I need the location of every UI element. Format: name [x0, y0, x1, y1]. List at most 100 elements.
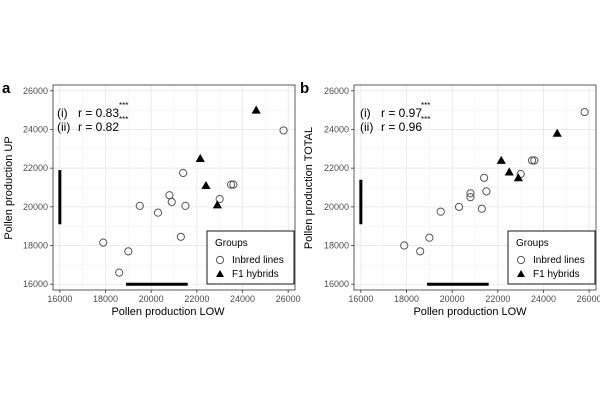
inbred-line-point — [215, 195, 224, 204]
x-tick-label: 26000 — [577, 294, 600, 304]
f1-hybrid-point — [251, 105, 261, 114]
panel-b-annotation-1: (i) r = 0.97 — [360, 106, 422, 120]
inbred-line-point — [466, 189, 475, 198]
inbred-line-point — [530, 156, 539, 165]
y-tick-label: 20000 — [324, 202, 349, 212]
panel-b-annotation-1-label: (i) — [360, 106, 371, 120]
panel-b-legend: Groups Inbred lines F1 hybrids — [507, 230, 596, 285]
f1-hybrid-point — [552, 128, 562, 137]
panel-b-annotation-1-text: r = 0.97 — [381, 106, 422, 120]
x-tick-label: 20000 — [440, 294, 465, 304]
inbred-line-point — [176, 232, 185, 241]
inbred-line-point — [482, 187, 491, 196]
y-tick-label: 16000 — [23, 279, 48, 289]
y-tick-label: 26000 — [324, 86, 349, 96]
x-tick-label: 16000 — [348, 294, 373, 304]
inbred-line-point — [179, 168, 188, 178]
panel-a-annotation-2-label: (ii) — [57, 120, 70, 134]
panel-b-annotation-1-stars: *** — [421, 101, 430, 110]
panel-a-annotation-2-text: r = 0.82 — [78, 120, 119, 134]
panel-a-label: a — [2, 80, 11, 97]
inbred-line-point — [480, 173, 489, 182]
inbred-line-point — [416, 247, 425, 256]
inbred-line-point — [425, 233, 434, 242]
x-tick-label: 18000 — [93, 294, 118, 304]
panel-a-range-bars — [58, 170, 188, 286]
panel-b-annotation-2-stars: *** — [421, 115, 430, 124]
panel-a-legend-f1-marker — [216, 270, 224, 277]
inbred-line-point — [115, 268, 124, 277]
y-tick-label: 22000 — [324, 163, 349, 173]
inbred-line-point — [181, 201, 190, 210]
panel-b-legend-f1-marker — [517, 270, 525, 277]
panel-a-y-axis-title: Pollen production UP — [3, 136, 15, 239]
x-tick-label: 20000 — [139, 294, 164, 304]
f1-hybrid-point — [201, 180, 211, 190]
panel-a-annotation-1-label: (i) — [57, 106, 68, 120]
panel-b-y-axis-title: Pollen production TOTAL — [303, 127, 315, 249]
panel-b-annotation-2-label: (ii) — [360, 120, 373, 134]
panel-a-points — [99, 105, 288, 277]
y-tick-label: 24000 — [324, 124, 349, 134]
panel-b: b 16000 18000 20000 22000 24000 26000 16000 180… — [300, 80, 600, 318]
inbred-line-point — [167, 197, 176, 207]
y-tick-label: 16000 — [324, 279, 349, 289]
y-tick-label: 22000 — [23, 163, 48, 173]
panel-b-ticks: 16000 18000 20000 22000 24000 26000 16000 18000… — [324, 86, 600, 304]
x-tick-label: 16000 — [47, 294, 72, 304]
f1-hybrid-point — [195, 153, 205, 162]
panel-b-x-axis-title: Pollen production LOW — [413, 306, 527, 318]
y-tick-label: 20000 — [23, 202, 48, 212]
f1-hybrid-point — [504, 167, 514, 176]
panel-a-annotation-2: (ii) r = 0.82 — [57, 120, 119, 134]
x-tick-label: 18000 — [394, 294, 419, 304]
panel-a-ticks: 16000 18000 20000 22000 24000 26000 16000 18000… — [23, 86, 301, 304]
inbred-line-point — [466, 193, 475, 202]
x-tick-label: 24000 — [531, 294, 556, 304]
inbred-line-point — [135, 201, 144, 210]
x-tick-label: 24000 — [230, 294, 255, 304]
panel-b-legend-f1-label: F1 hybrids — [533, 269, 580, 280]
f1-hybrid-point — [496, 155, 506, 164]
inbred-line-point — [124, 247, 133, 256]
y-tick-label: 24000 — [23, 124, 48, 134]
panel-a-frame — [52, 84, 296, 291]
panel-a-annotation-1-stars: *** — [119, 101, 128, 110]
x-tick-label: 26000 — [276, 294, 301, 304]
panel-b-annotation-2: (ii) r = 0.96 — [360, 120, 422, 134]
inbred-line-point — [400, 241, 409, 250]
x-tick-label: 22000 — [184, 294, 209, 304]
panel-b-range-bars — [359, 179, 489, 286]
f1-hybrid-point — [513, 173, 523, 182]
inbred-line-point — [436, 207, 445, 216]
panel-b-points — [400, 107, 589, 256]
y-tick-label: 18000 — [23, 241, 48, 251]
inbred-line-point — [454, 202, 464, 211]
inbred-line-point — [99, 238, 108, 247]
panel-b-legend-inbred-marker — [516, 255, 526, 265]
panel-a-annotation-2-stars: *** — [119, 115, 128, 124]
panel-b-legend-inbred-label: Inbred lines — [533, 255, 585, 266]
inbred-line-point — [580, 107, 589, 117]
inbred-line-point — [226, 180, 236, 189]
panel-a-annotations: (i) r = 0.83 *** (ii) r = 0.82 *** — [57, 101, 128, 134]
y-tick-label: 18000 — [324, 241, 349, 251]
panel-b-label: b — [300, 80, 309, 97]
panel-b-annotations: (i) r = 0.97 *** (ii) r = 0.96 *** — [360, 101, 430, 134]
f1-hybrid-point — [212, 200, 222, 209]
panel-b-frame — [353, 84, 597, 291]
panel-a-legend-title: Groups — [215, 238, 248, 249]
panel-b-annotation-2-text: r = 0.96 — [381, 120, 422, 134]
panel-a-legend: Groups Inbred lines F1 hybrids — [206, 230, 295, 285]
x-tick-label: 22000 — [485, 294, 510, 304]
panel-b-legend-title: Groups — [516, 238, 549, 249]
inbred-line-point — [477, 204, 486, 213]
inbred-line-point — [527, 156, 537, 165]
inbred-line-point — [279, 126, 288, 135]
panel-a-annotation-1-text: r = 0.83 — [78, 106, 119, 120]
panel-a-legend-f1-label: F1 hybrids — [232, 269, 279, 280]
panel-a-legend-inbred-label: Inbred lines — [232, 255, 284, 266]
inbred-line-point — [229, 180, 238, 189]
